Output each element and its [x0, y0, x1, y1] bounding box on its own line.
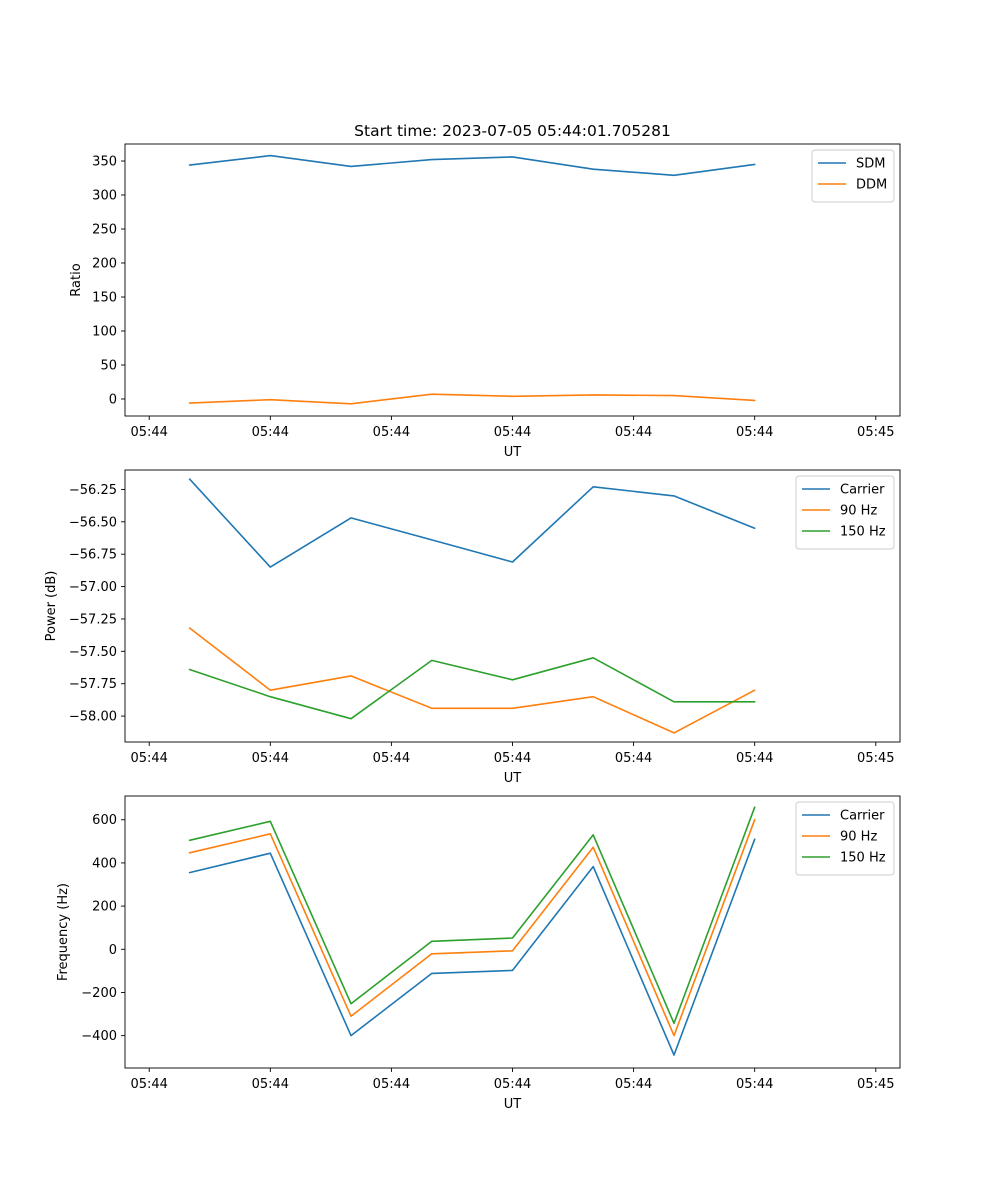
x-tick-label: 05:44 [252, 425, 289, 440]
power-series-150-hz [188, 656, 756, 720]
legend-label-150-hz: 150 Hz [840, 525, 886, 540]
y-tick-label: −56.25 [69, 483, 117, 498]
power-axes-frame [124, 469, 901, 743]
ratio-series-ddm [188, 393, 756, 405]
y-tick-label: 350 [92, 155, 117, 170]
x-tick-label: 05:44 [494, 751, 531, 766]
frequency-series-90-hz [188, 818, 756, 1037]
y-tick-label: 150 [92, 291, 117, 306]
power-x-axis-label: UT [504, 771, 522, 786]
y-tick-label: −57.50 [69, 645, 117, 660]
legend-label-150-hz: 150 Hz [840, 851, 886, 866]
power-legend: Carrier 90 Hz 150 Hz [795, 475, 895, 550]
legend-label-90-hz: 90 Hz [840, 830, 877, 845]
y-tick-label: −57.75 [69, 677, 117, 692]
y-tick-label: −57.25 [69, 612, 117, 627]
y-tick-label: 250 [92, 223, 117, 238]
frequency-x-axis-label: UT [504, 1097, 522, 1112]
x-tick-label: 05:44 [736, 425, 773, 440]
power-series-carrier [188, 478, 756, 568]
y-tick-label: −200 [81, 986, 117, 1001]
legend-label-carrier: Carrier [840, 483, 885, 498]
legend-label-ddm: DDM [856, 178, 887, 193]
power-series-90-hz [188, 627, 756, 734]
legend-label-90-hz: 90 Hz [840, 504, 877, 519]
ratio-legend: SDM DDM [811, 149, 895, 203]
x-tick-label: 05:44 [252, 1077, 289, 1092]
x-tick-label: 05:44 [736, 751, 773, 766]
x-tick-label: 05:44 [130, 425, 167, 440]
y-tick-label: −400 [81, 1029, 117, 1044]
x-tick-label: 05:44 [373, 425, 410, 440]
frequency-series-150-hz [188, 806, 756, 1025]
x-tick-label: 05:45 [857, 751, 894, 766]
y-tick-label: −56.50 [69, 515, 117, 530]
y-tick-label: 300 [92, 189, 117, 204]
y-tick-label: 200 [92, 257, 117, 272]
x-tick-label: 05:44 [494, 425, 531, 440]
ratio-panel: 05:44 05:44 05:44 05:44 05:44 05:44 05:45 UT 0 50… [69, 143, 901, 460]
y-tick-label: −57.00 [69, 580, 117, 595]
x-tick-label: 05:44 [373, 1077, 410, 1092]
y-tick-label: 50 [100, 359, 117, 374]
power-y-axis-label: Power (dB) [44, 571, 59, 642]
y-tick-label: 0 [109, 943, 117, 958]
power-panel: 05:44 05:44 05:44 05:44 05:44 05:44 05:45 UT −56… [44, 469, 901, 786]
y-tick-label: 400 [92, 856, 117, 871]
x-tick-label: 05:44 [494, 1077, 531, 1092]
x-tick-label: 05:45 [857, 425, 894, 440]
y-tick-label: 600 [92, 813, 117, 828]
x-tick-label: 05:45 [857, 1077, 894, 1092]
ratio-series-sdm [188, 154, 756, 177]
ratio-x-axis-label: UT [504, 445, 522, 460]
x-tick-label: 05:44 [615, 425, 652, 440]
frequency-series-carrier [188, 838, 756, 1056]
frequency-axes-frame [124, 795, 901, 1069]
y-tick-label: 100 [92, 325, 117, 340]
x-tick-label: 05:44 [615, 751, 652, 766]
y-tick-label: 200 [92, 900, 117, 915]
figure-title: Start time: 2023-07-05 05:44:01.705281 [354, 122, 671, 140]
legend-label-carrier: Carrier [840, 809, 885, 824]
y-tick-label: −56.75 [69, 548, 117, 563]
frequency-panel: 05:44 05:44 05:44 05:44 05:44 05:44 05:45 UT −40… [56, 795, 901, 1112]
frequency-legend: Carrier 90 Hz 150 Hz [795, 801, 895, 876]
x-tick-label: 05:44 [373, 751, 410, 766]
ratio-y-axis-label: Ratio [69, 263, 84, 296]
y-tick-label: −58.00 [69, 710, 117, 725]
frequency-y-axis-label: Frequency (Hz) [56, 883, 71, 981]
x-tick-label: 05:44 [736, 1077, 773, 1092]
x-tick-label: 05:44 [130, 1077, 167, 1092]
y-tick-label: 0 [109, 393, 117, 408]
x-tick-label: 05:44 [130, 751, 167, 766]
ratio-axes-frame [124, 143, 901, 417]
x-tick-label: 05:44 [252, 751, 289, 766]
x-tick-label: 05:44 [615, 1077, 652, 1092]
legend-label-sdm: SDM [856, 157, 885, 172]
